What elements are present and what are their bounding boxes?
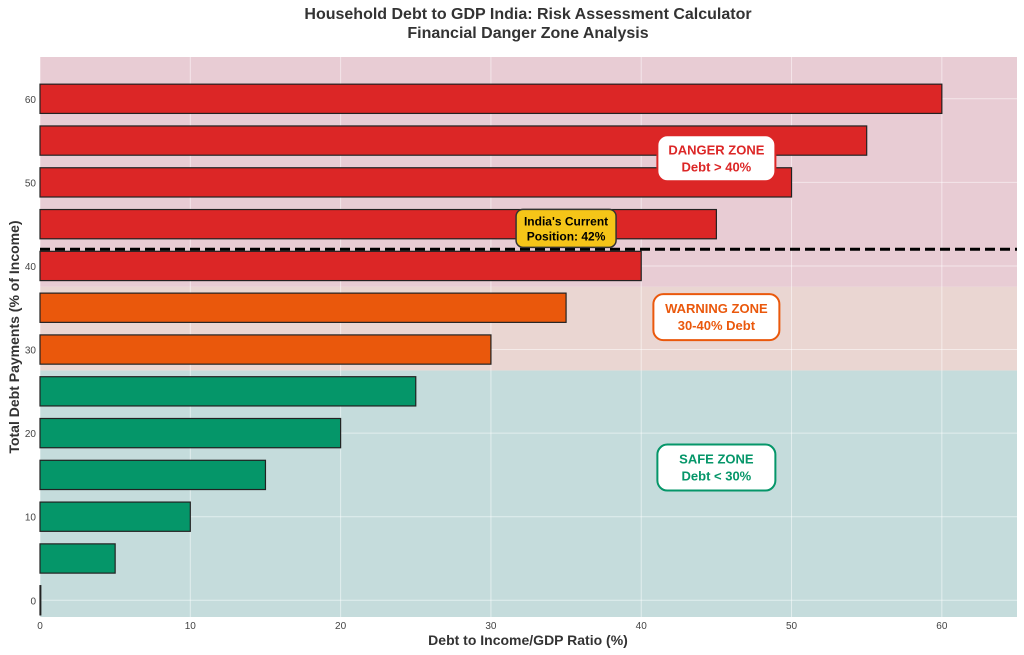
zone-label-title-safe: SAFE ZONE bbox=[679, 452, 754, 467]
y-tick-label: 60 bbox=[25, 95, 37, 106]
zone-label-box-danger bbox=[656, 134, 777, 183]
zone-label-title-danger: DANGER ZONE bbox=[668, 142, 764, 157]
annotation-box bbox=[515, 208, 617, 249]
bar-60 bbox=[39, 83, 943, 115]
chart-title: Household Debt to GDP India: Risk Assess… bbox=[304, 6, 751, 23]
y-tick-label: 30 bbox=[25, 346, 37, 357]
chart-subtitle: Financial Danger Zone Analysis bbox=[407, 25, 648, 42]
bar-35 bbox=[39, 292, 567, 323]
bar-0 bbox=[39, 585, 42, 616]
y-tick-label: 0 bbox=[30, 596, 36, 607]
zone-label-range-warning: 30-40% Debt bbox=[678, 318, 756, 333]
bar-25 bbox=[39, 376, 417, 407]
zone-safe bbox=[40, 370, 1017, 617]
x-tick-label: 60 bbox=[936, 621, 948, 632]
zone-label-title-warning: WARNING ZONE bbox=[665, 301, 768, 316]
x-axis-label: Debt to Income/GDP Ratio (%) bbox=[428, 632, 628, 648]
y-axis-label: Total Debt Payments (% of Income) bbox=[6, 220, 22, 453]
x-tick-label: 50 bbox=[786, 621, 798, 632]
bar-10 bbox=[39, 501, 191, 532]
x-tick-label: 10 bbox=[185, 621, 197, 632]
x-tick-label: 30 bbox=[485, 621, 497, 632]
x-tick-label: 40 bbox=[636, 621, 648, 632]
bar-5 bbox=[39, 543, 116, 574]
x-tick-label: 0 bbox=[37, 621, 43, 632]
y-tick-label: 40 bbox=[25, 262, 37, 273]
y-tick-label: 50 bbox=[25, 178, 37, 189]
bar-15 bbox=[39, 459, 267, 491]
x-tick-label: 20 bbox=[335, 621, 347, 632]
bar-30 bbox=[39, 334, 492, 365]
zone-label-box-safe bbox=[656, 443, 777, 492]
zone-label-range-danger: Debt > 40% bbox=[682, 159, 752, 174]
annotation-line2: Position: 42% bbox=[527, 229, 606, 243]
y-tick-label: 10 bbox=[25, 513, 37, 524]
annotation-line1: India's Current bbox=[524, 214, 608, 228]
bar-20 bbox=[39, 417, 342, 449]
y-tick-label: 20 bbox=[25, 429, 37, 440]
zone-label-box-warning bbox=[652, 293, 781, 342]
bar-40 bbox=[39, 250, 642, 282]
zone-label-range-safe: Debt < 30% bbox=[682, 469, 752, 484]
